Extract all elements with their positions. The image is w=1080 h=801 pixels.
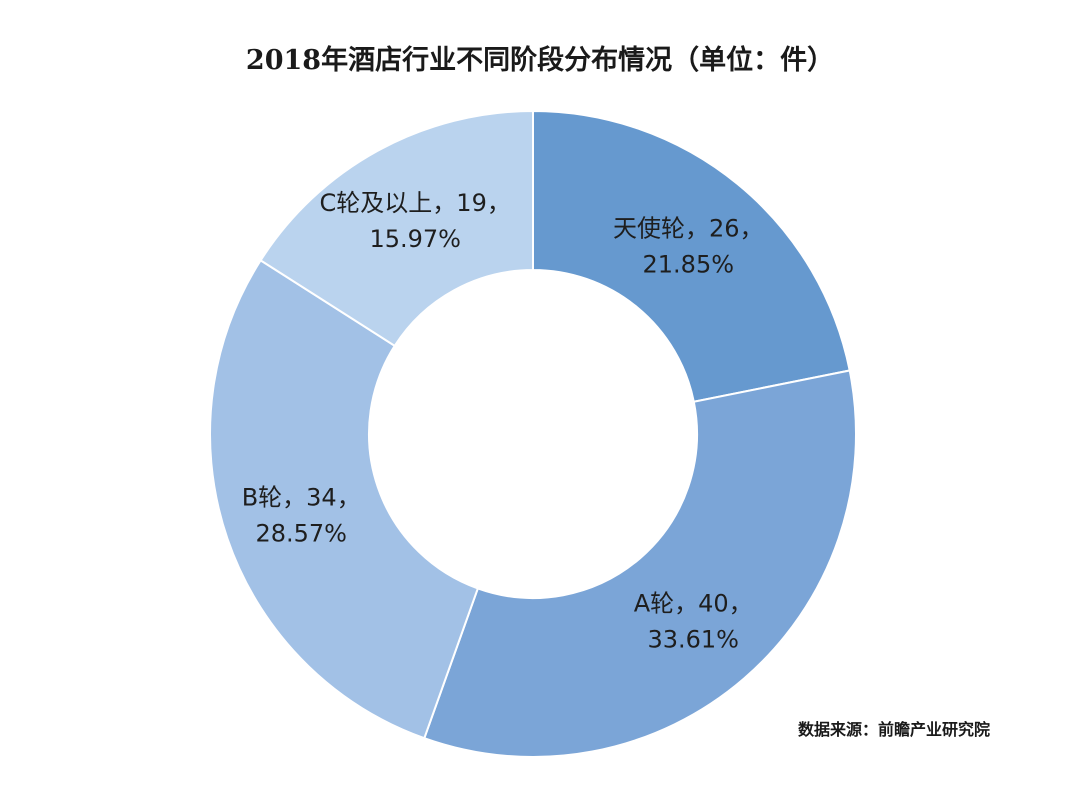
label-angel-round: 天使轮，26， bbox=[613, 214, 764, 242]
percent-b-round: 28.57% bbox=[255, 519, 347, 547]
slice-a-round bbox=[423, 369, 857, 758]
slice-angel-round bbox=[532, 109, 851, 403]
label-a-round: A轮，40， bbox=[634, 589, 753, 617]
source-note: 数据来源：前瞻产业研究院 bbox=[797, 720, 990, 739]
percent-c-round-plus: 15.97% bbox=[369, 225, 461, 253]
percent-a-round: 33.61% bbox=[647, 625, 739, 653]
label-c-round-plus: C轮及以上，19， bbox=[320, 189, 511, 217]
label-b-round: B轮，34， bbox=[242, 483, 361, 511]
percent-angel-round: 21.85% bbox=[643, 250, 735, 278]
chart-title: 2018年酒店行业不同阶段分布情况（单位：件） bbox=[245, 45, 835, 76]
slice-c-round-plus bbox=[259, 109, 534, 348]
slice-b-round bbox=[209, 258, 480, 740]
